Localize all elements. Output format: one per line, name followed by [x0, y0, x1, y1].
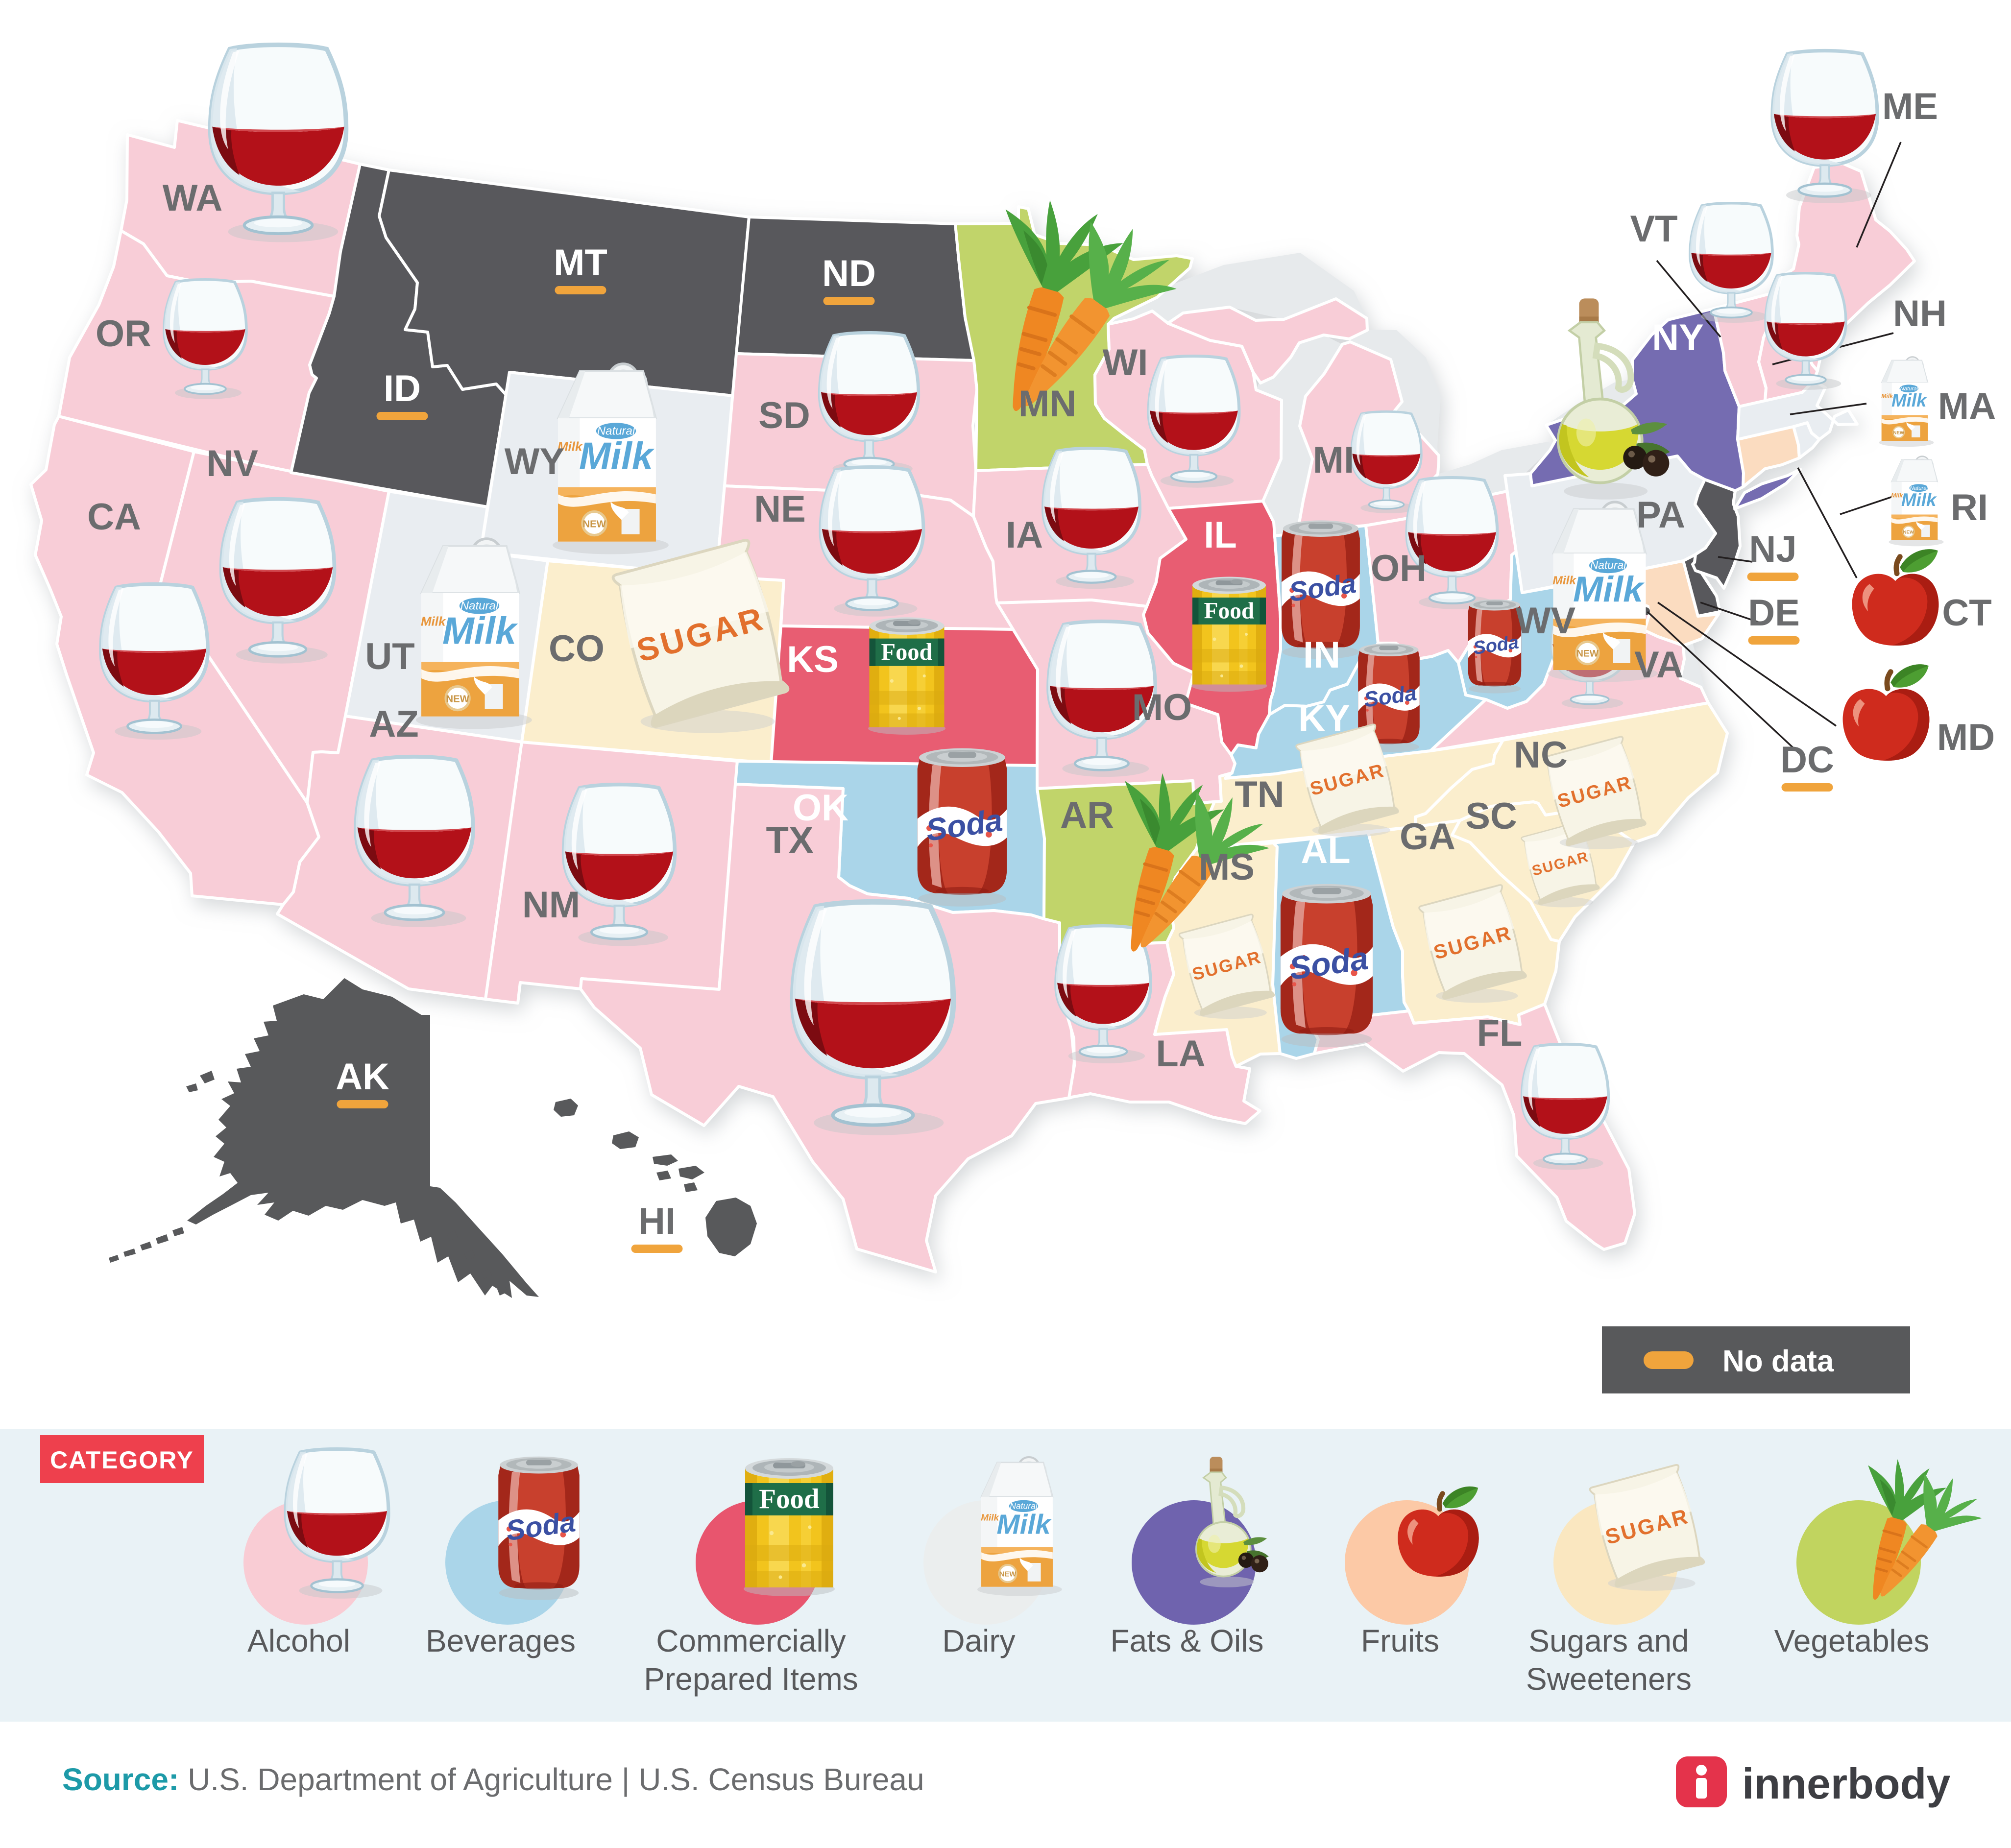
svg-text:IA: IA: [1006, 514, 1043, 556]
svg-text:MD: MD: [1937, 717, 1995, 758]
svg-text:ND: ND: [822, 253, 876, 294]
svg-text:SD: SD: [758, 395, 810, 436]
svg-text:VA: VA: [1634, 644, 1683, 686]
svg-text:MT: MT: [554, 242, 607, 284]
svg-text:KY: KY: [1298, 697, 1350, 739]
svg-text:ME: ME: [1882, 86, 1938, 127]
svg-text:Beverages: Beverages: [426, 1623, 576, 1658]
svg-text:IL: IL: [1204, 514, 1237, 556]
svg-text:OH: OH: [1371, 548, 1427, 589]
svg-text:MN: MN: [1018, 383, 1076, 425]
svg-text:CA: CA: [87, 496, 141, 538]
svg-text:MO: MO: [1132, 687, 1192, 728]
svg-text:MS: MS: [1199, 846, 1255, 888]
svg-text:Source: U.S. Department of Agr: Source: U.S. Department of Agriculture |…: [62, 1762, 924, 1797]
svg-text:WY: WY: [505, 441, 564, 482]
svg-text:GA: GA: [1400, 816, 1455, 858]
svg-text:MA: MA: [1938, 385, 1996, 427]
svg-text:AR: AR: [1060, 794, 1114, 836]
svg-text:TN: TN: [1235, 774, 1284, 816]
svg-text:CATEGORY: CATEGORY: [50, 1446, 194, 1474]
svg-text:RI: RI: [1951, 487, 1988, 528]
svg-text:NV: NV: [206, 443, 258, 484]
svg-text:CT: CT: [1942, 592, 1991, 634]
svg-text:NH: NH: [1893, 293, 1947, 335]
svg-text:innerbody: innerbody: [1742, 1759, 1950, 1808]
svg-text:ID: ID: [384, 368, 421, 409]
svg-text:NE: NE: [754, 488, 806, 530]
svg-text:IN: IN: [1303, 634, 1340, 676]
svg-text:No data: No data: [1722, 1344, 1834, 1378]
svg-text:Alcohol: Alcohol: [247, 1623, 350, 1658]
svg-text:Fruits: Fruits: [1361, 1623, 1439, 1658]
svg-text:NY: NY: [1652, 317, 1704, 359]
svg-text:DE: DE: [1748, 592, 1800, 634]
svg-text:WA: WA: [163, 177, 222, 219]
svg-text:LA: LA: [1156, 1033, 1205, 1075]
svg-text:WI: WI: [1103, 342, 1148, 384]
svg-text:SC: SC: [1465, 795, 1517, 837]
svg-text:DC: DC: [1780, 739, 1834, 781]
svg-text:KS: KS: [787, 639, 839, 680]
svg-text:VT: VT: [1630, 208, 1677, 250]
svg-text:TX: TX: [766, 819, 813, 861]
svg-text:OK: OK: [793, 787, 848, 829]
svg-text:UT: UT: [365, 636, 414, 677]
svg-text:CO: CO: [549, 628, 605, 670]
svg-text:WV: WV: [1516, 600, 1576, 642]
svg-text:Prepared Items: Prepared Items: [644, 1661, 858, 1697]
svg-text:Fats & Oils: Fats & Oils: [1111, 1623, 1264, 1658]
svg-text:Sugars and: Sugars and: [1528, 1623, 1689, 1658]
svg-text:NC: NC: [1514, 734, 1568, 776]
svg-text:Commercially: Commercially: [656, 1623, 846, 1658]
svg-text:NJ: NJ: [1749, 528, 1796, 570]
svg-text:AL: AL: [1301, 830, 1350, 871]
svg-text:NM: NM: [522, 884, 580, 926]
svg-text:OR: OR: [96, 313, 151, 355]
svg-text:AZ: AZ: [369, 703, 418, 745]
svg-text:Dairy: Dairy: [942, 1623, 1015, 1658]
svg-text:Sweeteners: Sweeteners: [1526, 1661, 1692, 1697]
svg-text:AK: AK: [336, 1056, 389, 1098]
svg-text:HI: HI: [638, 1200, 676, 1242]
svg-text:MI: MI: [1313, 439, 1354, 481]
svg-text:FL: FL: [1477, 1012, 1523, 1054]
svg-text:PA: PA: [1636, 494, 1685, 536]
svg-text:Vegetables: Vegetables: [1774, 1623, 1930, 1658]
